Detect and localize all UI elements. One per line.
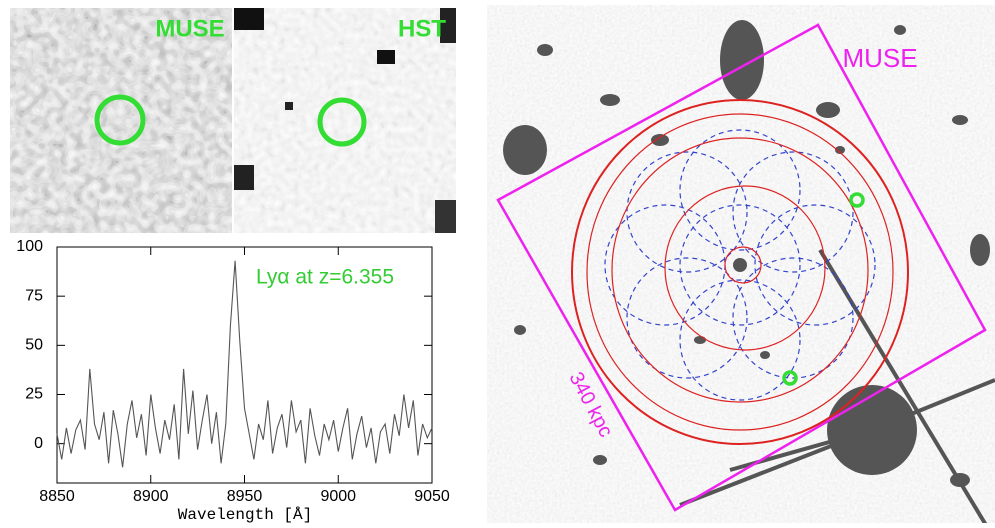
hst-thumbnail: HST [234, 8, 456, 233]
y-tick-label: 25 [25, 386, 43, 403]
hst-label: HST [398, 15, 446, 42]
y-tick-label: 50 [25, 337, 43, 354]
x-tick-label: 8850 [39, 488, 75, 505]
y-tick-label: 100 [16, 238, 43, 255]
figure: MUSE HST Lyα at z=6.355 Wavelength [Å] 0… [0, 0, 995, 523]
x-axis-label: Wavelength [Å] [178, 506, 312, 523]
field-label: MUSE [842, 43, 917, 73]
x-tick-label: 8900 [133, 488, 169, 505]
x-tick-label: 9000 [320, 488, 356, 505]
field-image: MUSE 340 kpc [487, 5, 995, 523]
annotation: Lyα at z=6.355 [256, 266, 394, 289]
x-tick-label: 9050 [414, 488, 450, 505]
y-tick-label: 0 [34, 435, 43, 452]
x-tick-label: 8950 [227, 488, 263, 505]
y-tick-label: 75 [25, 287, 43, 304]
muse-thumbnail: MUSE [10, 8, 232, 233]
spectrum-line [57, 261, 432, 468]
spectrum-chart: Lyα at z=6.355 Wavelength [Å] 0 25 50 75 100… [16, 238, 450, 523]
muse-label: MUSE [155, 15, 224, 42]
